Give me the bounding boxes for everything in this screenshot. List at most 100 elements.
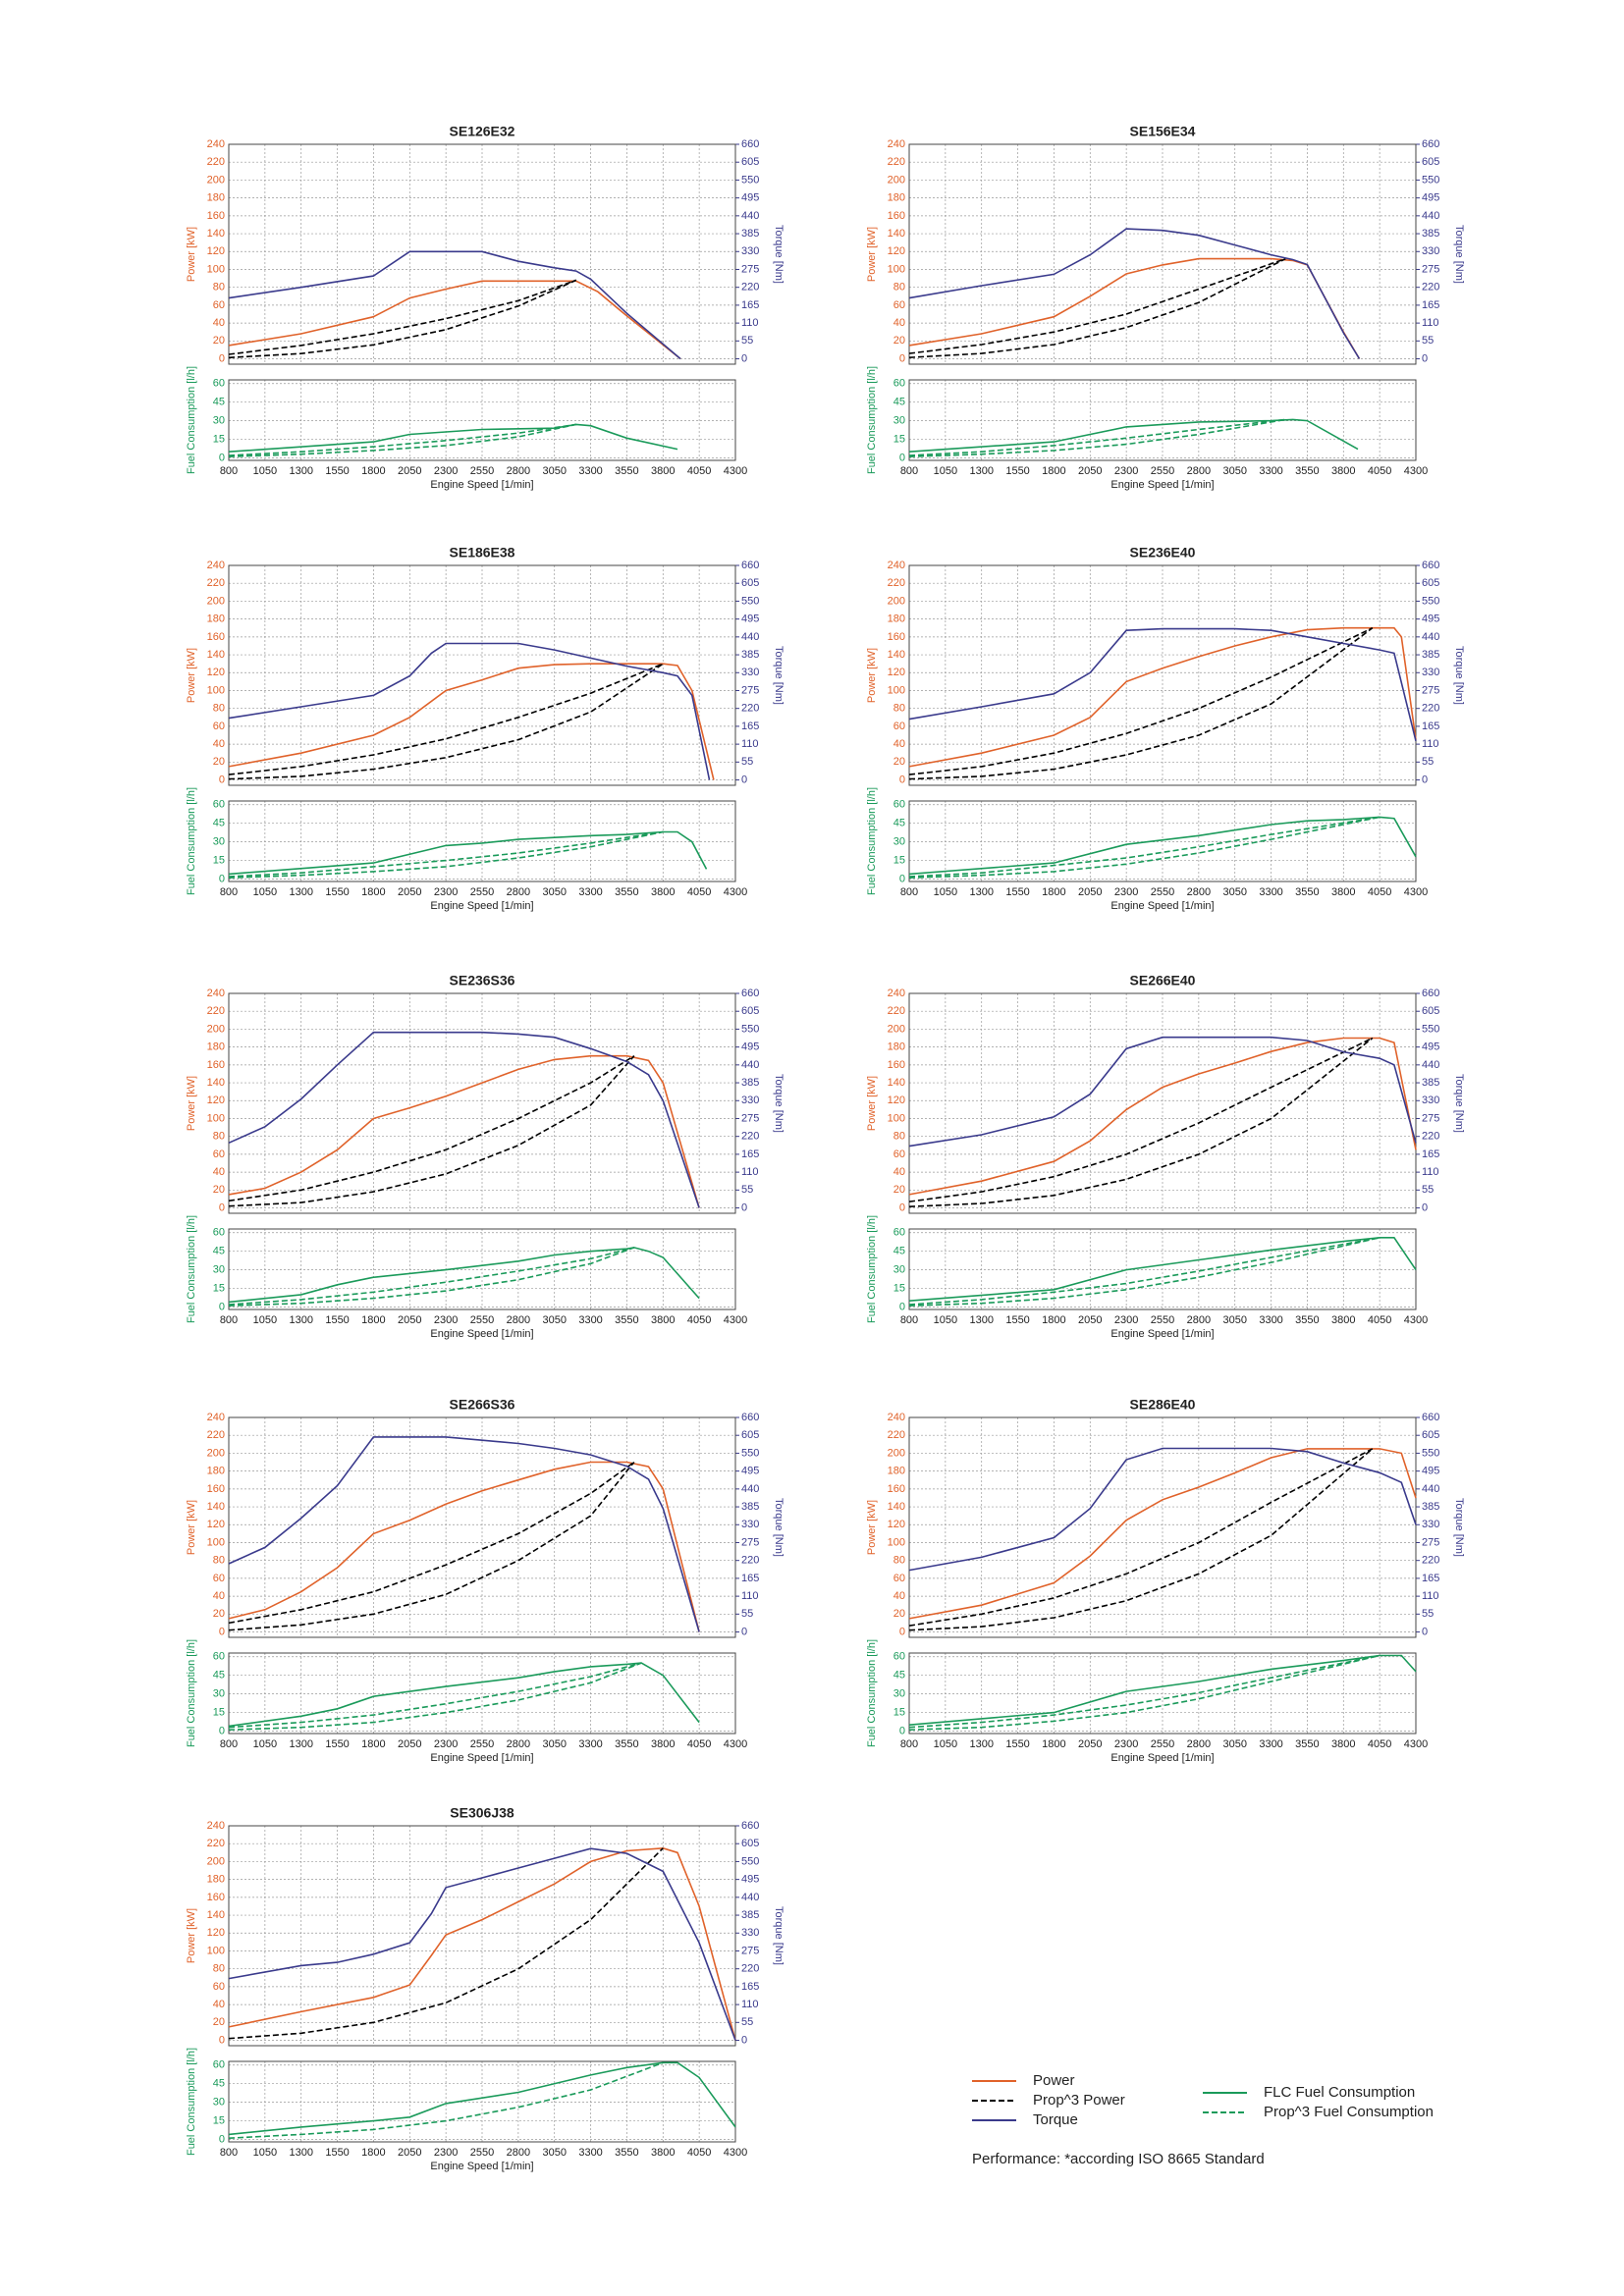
y-tick-label: 180: [207, 192, 225, 204]
y-tick-label: 60: [213, 1651, 225, 1663]
series-line: [228, 830, 664, 879]
series-line: [908, 1654, 1380, 1731]
series-line: [908, 418, 1286, 457]
legend-label: Prop^3 Fuel Consumption: [1264, 2104, 1434, 2120]
y2-tick-label: 440: [741, 210, 759, 222]
y2-tick-label: 550: [741, 1023, 759, 1035]
y-tick-label: 15: [213, 433, 225, 445]
y-tick-label: 40: [213, 738, 225, 750]
y-tick-label: 15: [213, 854, 225, 866]
y-tick-label: 120: [888, 667, 905, 678]
y2-tick-label: 495: [741, 1874, 759, 1886]
y2-tick-label: 440: [1422, 210, 1439, 222]
y2-tick-label: 495: [1422, 614, 1439, 625]
x-tick-label: 2050: [1078, 465, 1102, 477]
x-tick-label: 3800: [651, 2147, 675, 2159]
y-tick-label: 80: [213, 703, 225, 715]
y2-tick-label: 165: [1422, 721, 1439, 732]
series-line: [228, 1461, 700, 1632]
y2-axis-label: Torque [Nm]: [773, 1498, 785, 1557]
y2-tick-label: 275: [1422, 1536, 1439, 1548]
y2-tick-label: 605: [1422, 577, 1439, 589]
x-tick-label: 1550: [325, 2147, 349, 2159]
y2-tick-label: 110: [741, 1590, 759, 1602]
x-tick-label: 4050: [687, 1738, 711, 1750]
x-tick-label: 4050: [687, 1314, 711, 1326]
y-tick-label: 160: [888, 210, 905, 222]
y-tick-label: 45: [893, 397, 905, 408]
y-tick-label: 0: [219, 1626, 225, 1637]
x-tick-label: 1550: [1005, 886, 1029, 898]
series-line: [228, 1247, 634, 1306]
y-axis-label: Power [kW]: [186, 1076, 197, 1131]
y2-tick-label: 220: [1422, 282, 1439, 294]
x-tick-label: 2800: [507, 2147, 530, 2159]
x-tick-label: 3050: [542, 1738, 566, 1750]
y2-tick-label: 220: [741, 282, 759, 294]
x-tick-label: 1300: [289, 2147, 312, 2159]
y-tick-label: 220: [888, 1429, 905, 1441]
y-tick-label: 40: [893, 1590, 905, 1602]
y-tick-label: 40: [893, 317, 905, 329]
y-axis-label: Power [kW]: [186, 1500, 197, 1555]
y-tick-label: 60: [893, 1148, 905, 1160]
y-axis-label: Fuel Consumption [l/h]: [866, 787, 878, 895]
series-line: [908, 257, 1361, 359]
series-line: [908, 1237, 1380, 1307]
x-tick-label: 2300: [434, 1314, 458, 1326]
y2-tick-label: 55: [741, 1608, 753, 1620]
series-line: [908, 1037, 1374, 1207]
series-line: [908, 816, 1380, 878]
series-line: [228, 1055, 635, 1202]
series-line: [228, 2061, 736, 2136]
x-tick-label: 3550: [615, 1314, 638, 1326]
y2-tick-label: 660: [741, 988, 759, 999]
panel-frame: [908, 143, 1417, 365]
y2-tick-label: 660: [1422, 560, 1439, 571]
series-line: [908, 1237, 1380, 1306]
y-axis-label: Fuel Consumption [l/h]: [186, 1639, 197, 1747]
x-tick-label: 1550: [325, 465, 349, 477]
y-tick-label: 240: [207, 1820, 225, 1832]
y2-tick-label: 0: [741, 774, 747, 785]
y-tick-label: 180: [207, 614, 225, 625]
y-tick-label: 15: [893, 433, 905, 445]
y2-axis-label: Torque [Nm]: [1453, 1074, 1465, 1133]
y2-tick-label: 55: [1422, 1184, 1434, 1196]
x-tick-label: 4300: [724, 1314, 747, 1326]
y2-tick-label: 550: [741, 1855, 759, 1867]
series-line: [228, 250, 681, 360]
y-tick-label: 15: [213, 1706, 225, 1718]
y2-tick-label: 660: [741, 1820, 759, 1832]
series-line: [228, 1054, 700, 1208]
series-line: [228, 1055, 635, 1207]
x-tick-label: 1550: [1005, 1738, 1029, 1750]
y2-tick-label: 275: [741, 1945, 759, 1956]
x-tick-label: 1800: [1042, 886, 1065, 898]
y-tick-label: 0: [219, 452, 225, 463]
y-tick-label: 20: [893, 756, 905, 768]
y2-tick-label: 0: [741, 2034, 747, 2046]
y2-tick-label: 330: [1422, 1519, 1439, 1530]
x-tick-label: 2300: [434, 2147, 458, 2159]
y2-tick-label: 275: [1422, 684, 1439, 696]
y-tick-label: 240: [888, 138, 905, 150]
y2-tick-label: 605: [741, 1838, 759, 1849]
x-tick-label: 2800: [1187, 886, 1211, 898]
y2-tick-label: 550: [1422, 1447, 1439, 1459]
y-tick-label: 80: [213, 1963, 225, 1975]
y-tick-label: 60: [893, 299, 905, 311]
y-tick-label: 140: [207, 1077, 225, 1089]
y2-axis-label: Torque [Nm]: [773, 1074, 785, 1133]
y2-tick-label: 220: [1422, 703, 1439, 715]
y2-tick-label: 660: [1422, 138, 1439, 150]
y-tick-label: 0: [899, 1201, 905, 1213]
y-axis-label: Fuel Consumption [l/h]: [866, 1639, 878, 1747]
panel-frame: [908, 1416, 1417, 1638]
x-tick-label: 3300: [1259, 465, 1282, 477]
y2-tick-label: 495: [1422, 192, 1439, 204]
x-tick-label: 2550: [1151, 465, 1174, 477]
y2-tick-label: 385: [1422, 1077, 1439, 1089]
y-tick-label: 60: [893, 1573, 905, 1584]
series-line: [228, 1662, 642, 1731]
